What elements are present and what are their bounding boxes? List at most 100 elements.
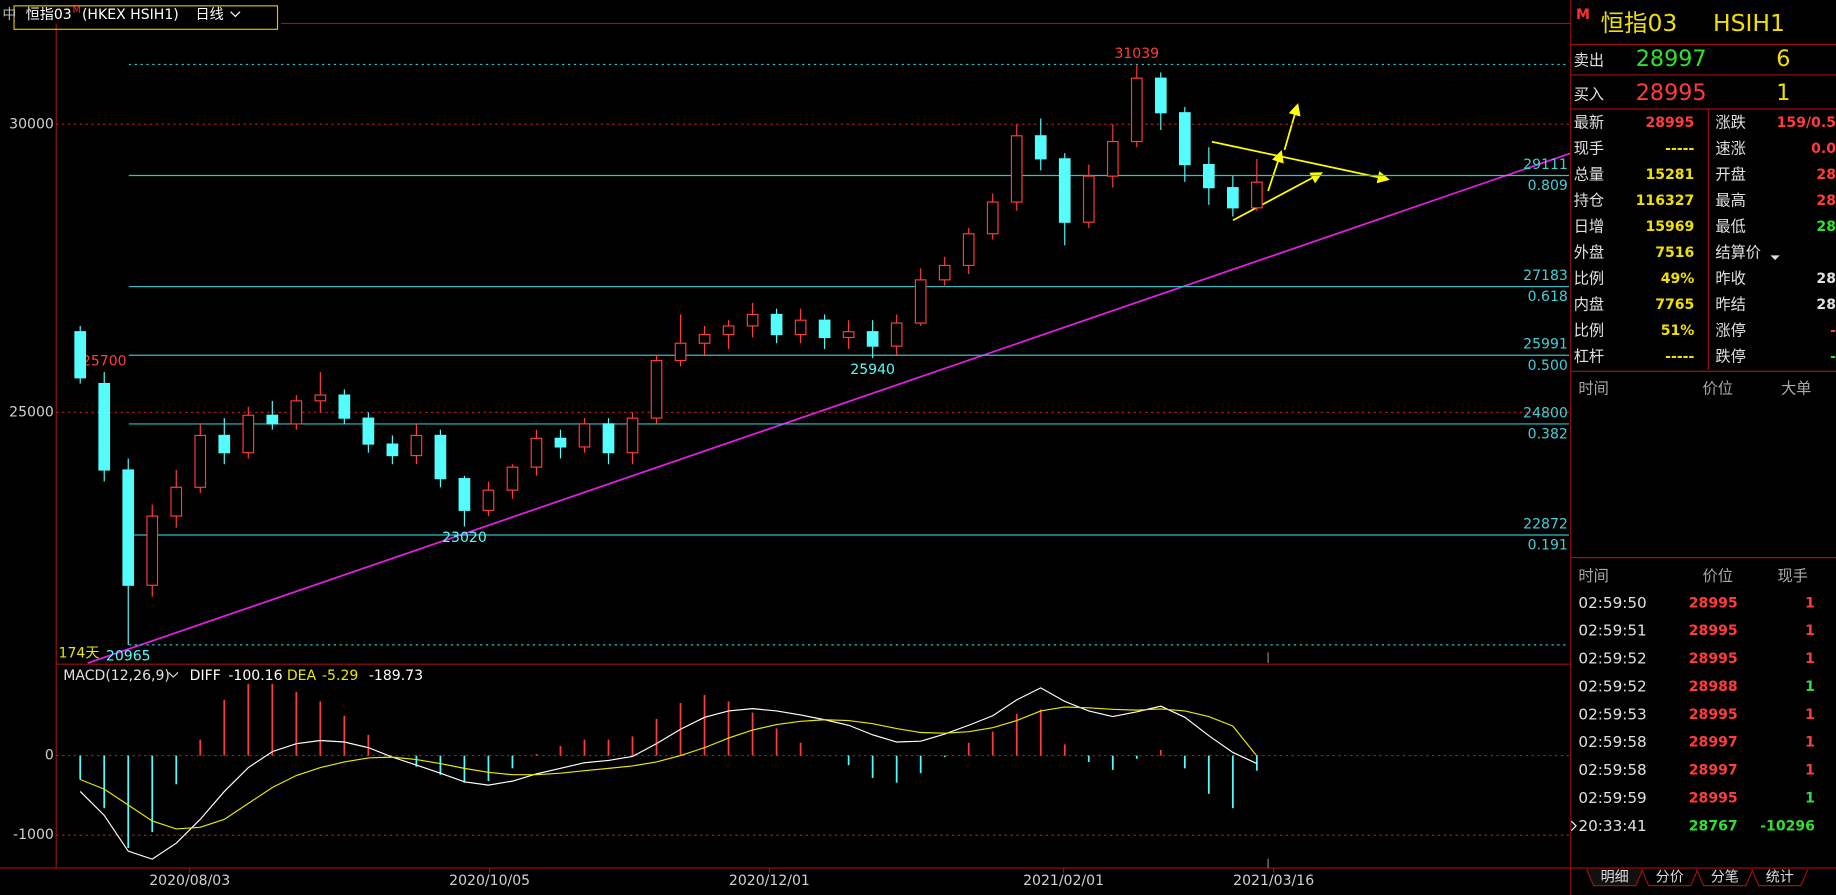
fib-ratio: 0.809 (1528, 178, 1568, 194)
triangle-upper (1211, 140, 1390, 184)
tab-label[interactable]: 分价 (1656, 869, 1684, 885)
high-label: 25700 (82, 353, 127, 369)
buy-qty: 1 (1776, 80, 1790, 106)
tick-time: 02:59:52 (1578, 677, 1646, 695)
candle-body (842, 331, 855, 339)
tab[interactable] (1751, 868, 1809, 887)
candle-body (74, 331, 87, 379)
panel-name: 恒指03 (1601, 9, 1678, 37)
quote-value: - (1830, 349, 1836, 365)
fib-value: 27183 (1523, 268, 1568, 284)
quote-value: ----- (1665, 141, 1694, 157)
buy-label: 买入 (1574, 85, 1604, 103)
tab-label[interactable]: 明细 (1601, 869, 1629, 885)
quote-label: 速涨 (1715, 140, 1745, 158)
tick-time: 02:59:52 (1578, 650, 1646, 668)
quote-value: - (1830, 323, 1836, 339)
candle-body (866, 331, 879, 347)
candle-body (146, 515, 159, 586)
tick-price: 28767 (1689, 818, 1738, 834)
tab-label[interactable]: 分笔 (1711, 869, 1739, 885)
quote-value: 28 (1816, 193, 1836, 209)
tick-qty: 1 (1805, 651, 1815, 667)
quote-value: 28 (1816, 297, 1836, 313)
period-chevron (230, 11, 241, 18)
quote-label: 比例 (1574, 270, 1604, 288)
quote-value: 116327 (1636, 193, 1695, 209)
quote-label: 最低 (1715, 218, 1745, 236)
candle-body (890, 322, 903, 347)
col-header: 时间 (1578, 567, 1608, 585)
candle-body (338, 394, 351, 419)
period[interactable]: 日线 (196, 7, 224, 23)
tick-qty: 1 (1805, 763, 1815, 779)
tick-price: 28995 (1689, 623, 1738, 639)
candle-body (314, 394, 327, 402)
row-cursor (1570, 820, 1577, 831)
x-tick-label: 2020/10/05 (449, 873, 530, 889)
candle-body (554, 437, 567, 448)
tick-time: 02:59:58 (1578, 733, 1646, 751)
quote-value: 0.0 (1811, 141, 1836, 157)
macd-title[interactable]: MACD(12,26,9) (63, 668, 170, 684)
candle-body (458, 478, 471, 511)
quote-value: 49% (1661, 271, 1695, 287)
tab[interactable] (1641, 868, 1699, 887)
tab[interactable] (1696, 868, 1754, 887)
quote-value: 28 (1816, 167, 1836, 183)
macd-line (79, 687, 1258, 860)
candle-body (674, 342, 687, 362)
tick-qty: 1 (1805, 595, 1815, 611)
macd-line (79, 706, 1258, 830)
fib-ratio: 0.500 (1528, 358, 1568, 374)
fib-ratio: 0.618 (1528, 289, 1568, 305)
quote-value: 51% (1661, 323, 1695, 339)
candle-body (578, 423, 591, 448)
candle-body (770, 313, 783, 336)
candle-body (242, 414, 255, 454)
tick-time: 02:59:50 (1578, 594, 1646, 612)
sell-price: 28997 (1636, 46, 1707, 72)
tick-price: 28995 (1689, 651, 1738, 667)
tick-price: 28997 (1689, 735, 1738, 751)
col-header: 价位 (1703, 567, 1733, 585)
tick-qty: 1 (1805, 707, 1815, 723)
dropdown-arrow[interactable] (1770, 255, 1780, 261)
candle-body (1010, 135, 1023, 203)
sell-qty: 6 (1776, 46, 1790, 72)
tick-time: 20:33:41 (1578, 817, 1646, 835)
tab[interactable] (1586, 868, 1644, 887)
quote-value: 15281 (1645, 167, 1694, 183)
tick-price: 28995 (1689, 790, 1738, 806)
candle-body (938, 264, 951, 281)
tab-label[interactable]: 统计 (1766, 869, 1794, 885)
market: 中 (2, 7, 16, 23)
span-label: 174天 (59, 646, 100, 662)
quote-label: 昨收 (1715, 270, 1745, 288)
candle-body (1202, 164, 1215, 189)
x-tick-label: 2021/03/16 (1233, 873, 1314, 889)
symbol-flag: M (73, 5, 81, 16)
x-tick-label: 2021/02/01 (1023, 873, 1104, 889)
candle-body (1034, 135, 1047, 160)
candle-body (986, 201, 999, 235)
tick-time: 02:59:51 (1578, 622, 1646, 640)
low-label: 25940 (850, 362, 895, 378)
quote-label: 杠杆 (1574, 348, 1604, 366)
candle-body (122, 469, 135, 586)
fib-ratio: 0.382 (1528, 426, 1568, 442)
candle-body (362, 417, 375, 445)
candle-body (1130, 77, 1143, 143)
macd-chevron (168, 672, 179, 678)
buy-price: 28995 (1636, 80, 1707, 106)
candle-body (626, 417, 639, 454)
x-tick-label: 2020/08/03 (149, 873, 230, 889)
title-box[interactable] (13, 5, 279, 30)
candle-body (602, 423, 615, 454)
tick-time: 02:59:53 (1578, 705, 1646, 723)
candle-body (794, 319, 807, 336)
quote-label: 涨停 (1715, 322, 1745, 340)
